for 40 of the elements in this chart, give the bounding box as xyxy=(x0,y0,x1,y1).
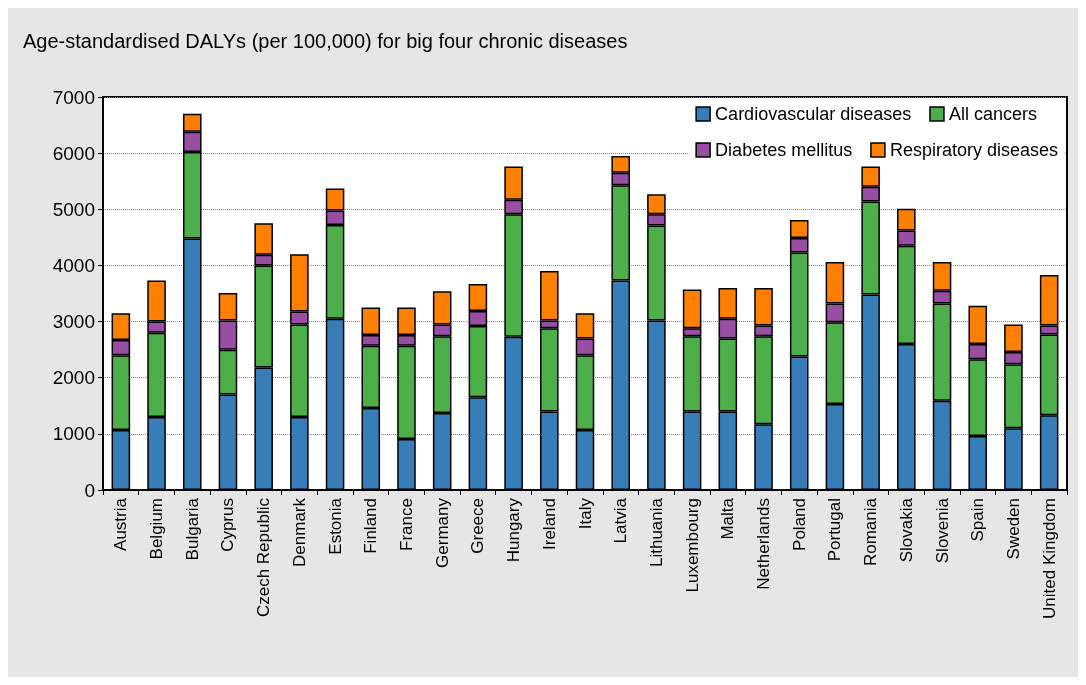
y-tick-label: 0 xyxy=(84,479,95,501)
x-tick-label: Malta xyxy=(718,497,738,540)
legend-label: All cancers xyxy=(948,104,1037,124)
x-tick-label: Lithuania xyxy=(646,497,666,568)
x-tick-label: Finland xyxy=(361,498,381,554)
y-tick-label: 5000 xyxy=(52,198,95,220)
x-tick-label: Estonia xyxy=(325,497,345,555)
x-tick-label: Ireland xyxy=(539,498,559,550)
y-tick-label: 7000 xyxy=(52,86,95,108)
x-tick-label: Denmark xyxy=(289,497,309,567)
x-tick-label: Belgium xyxy=(147,498,167,560)
y-tick-label: 1000 xyxy=(52,423,95,445)
chart-title: Age-standardised DALYs (per 100,000) for big four chronic diseases xyxy=(23,30,628,52)
y-tick-label: 3000 xyxy=(52,311,95,333)
x-tick-label: Sweden xyxy=(1003,498,1023,560)
legend-label: Diabetes mellitus xyxy=(715,140,853,160)
x-tick-label: Italy xyxy=(575,497,595,530)
x-tick-label: Slovenia xyxy=(932,497,952,564)
x-tick-label: Spain xyxy=(968,498,988,542)
x-tick-label: Slovakia xyxy=(896,497,916,563)
x-tick-label: Greece xyxy=(468,498,488,554)
x-tick-label: Romania xyxy=(861,497,881,567)
legend-label: Respiratory diseases xyxy=(889,140,1058,160)
x-tick-label: Portugal xyxy=(825,498,845,562)
x-tick-label: Netherlands xyxy=(754,498,774,590)
x-tick-label: Latvia xyxy=(611,497,631,544)
legend-label: Cardiovascular diseases xyxy=(715,104,912,124)
x-tick-label: France xyxy=(396,498,416,551)
x-tick-label: Cyprus xyxy=(218,498,238,552)
x-tick-label: Austria xyxy=(111,497,131,551)
y-tick-label: 6000 xyxy=(52,142,95,164)
x-tick-label: Czech Republic xyxy=(254,497,274,618)
x-tick-label: Luxembourg xyxy=(682,498,702,593)
x-tick-label: United Kingdom xyxy=(1039,498,1059,619)
x-tick-label: Bulgaria xyxy=(182,497,202,561)
x-tick-label: Germany xyxy=(432,497,452,568)
x-tick-label: Hungary xyxy=(504,497,524,563)
y-tick-label: 2000 xyxy=(52,367,95,389)
x-tick-label: Poland xyxy=(789,498,809,551)
y-tick-label: 4000 xyxy=(52,254,95,276)
